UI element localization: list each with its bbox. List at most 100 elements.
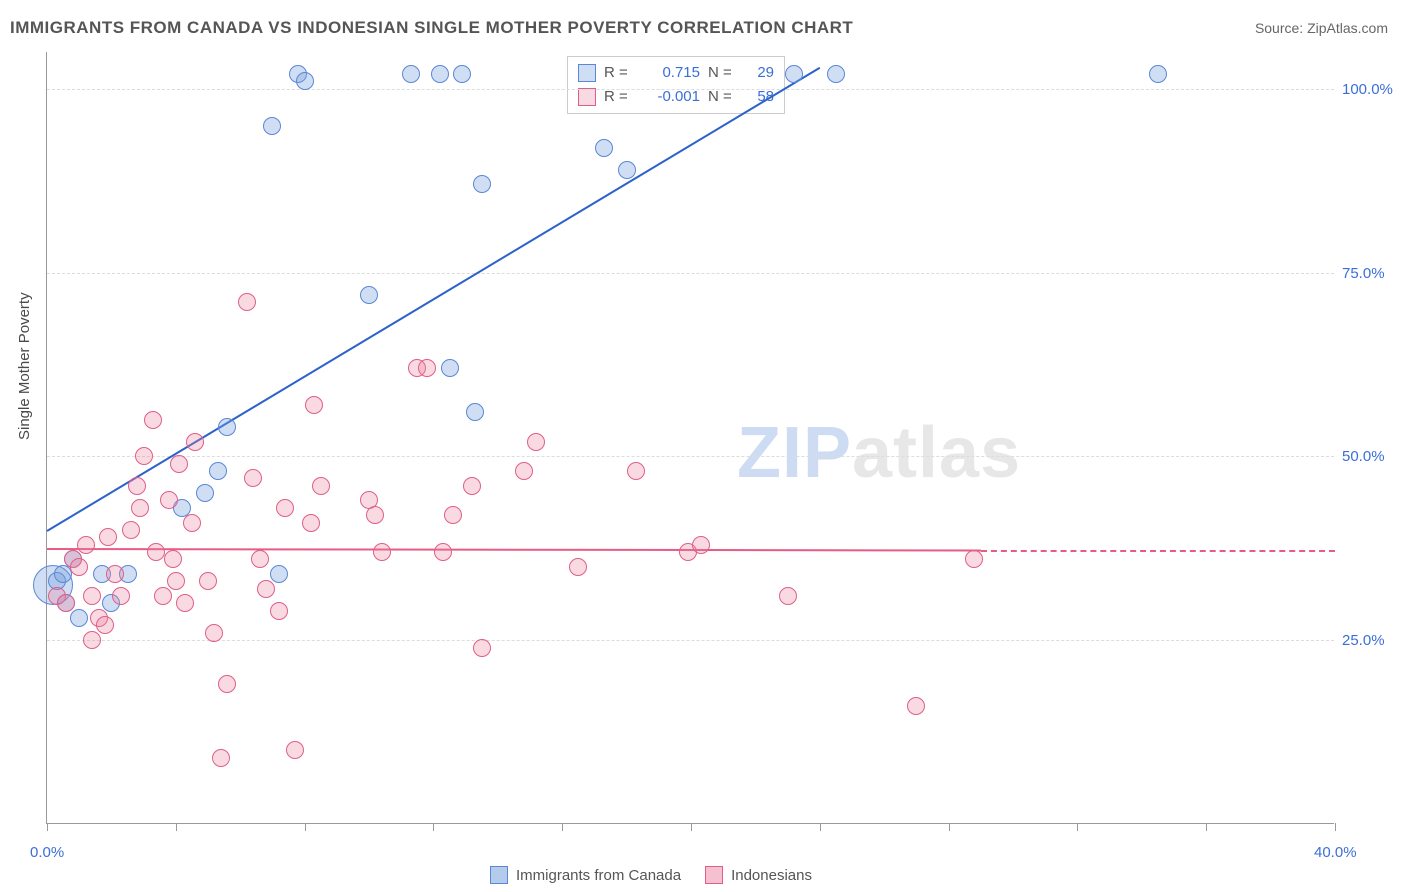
data-point bbox=[209, 462, 227, 480]
data-point bbox=[244, 469, 262, 487]
data-point bbox=[312, 477, 330, 495]
data-point bbox=[263, 117, 281, 135]
x-tick bbox=[1335, 823, 1336, 831]
watermark-atlas: atlas bbox=[852, 413, 1021, 493]
data-point bbox=[205, 624, 223, 642]
n-label-1: N = bbox=[708, 61, 736, 85]
gridline-h bbox=[47, 456, 1334, 457]
stats-legend: R = 0.715 N = 29 R = -0.001 N = 58 bbox=[567, 56, 785, 114]
data-point bbox=[257, 580, 275, 598]
data-point bbox=[965, 550, 983, 568]
legend-item: Indonesians bbox=[705, 866, 812, 884]
data-point bbox=[57, 594, 75, 612]
data-point bbox=[218, 675, 236, 693]
swatch-series1 bbox=[578, 64, 596, 82]
data-point bbox=[70, 558, 88, 576]
data-point bbox=[466, 403, 484, 421]
data-point bbox=[170, 455, 188, 473]
data-point bbox=[692, 536, 710, 554]
y-tick-label: 100.0% bbox=[1342, 81, 1393, 98]
data-point bbox=[569, 558, 587, 576]
data-point bbox=[270, 602, 288, 620]
data-point bbox=[463, 477, 481, 495]
x-tick-label-min: 0.0% bbox=[30, 844, 64, 861]
data-point bbox=[1149, 65, 1167, 83]
data-point bbox=[238, 293, 256, 311]
x-tick bbox=[1206, 823, 1207, 831]
r-value-1: 0.715 bbox=[640, 61, 700, 85]
data-point bbox=[302, 514, 320, 532]
data-point bbox=[473, 639, 491, 657]
data-point bbox=[83, 631, 101, 649]
data-point bbox=[186, 433, 204, 451]
data-point bbox=[473, 175, 491, 193]
scatter-chart: ZIPatlas R = 0.715 N = 29 R = -0.001 N =… bbox=[46, 52, 1334, 824]
data-point bbox=[366, 506, 384, 524]
data-point bbox=[154, 587, 172, 605]
gridline-h bbox=[47, 273, 1334, 274]
data-point bbox=[785, 65, 803, 83]
data-point bbox=[907, 697, 925, 715]
data-point bbox=[164, 550, 182, 568]
data-point bbox=[595, 139, 613, 157]
gridline-h bbox=[47, 89, 1334, 90]
series-legend: Immigrants from Canada Indonesians bbox=[490, 866, 812, 884]
data-point bbox=[83, 587, 101, 605]
source-attribution: Source: ZipAtlas.com bbox=[1255, 20, 1388, 36]
data-point bbox=[199, 572, 217, 590]
trend-line bbox=[47, 548, 981, 551]
y-tick-label: 50.0% bbox=[1342, 448, 1385, 465]
data-point bbox=[444, 506, 462, 524]
data-point bbox=[183, 514, 201, 532]
legend-swatch bbox=[705, 866, 723, 884]
data-point bbox=[70, 609, 88, 627]
data-point bbox=[515, 462, 533, 480]
data-point bbox=[131, 499, 149, 517]
x-tick bbox=[305, 823, 306, 831]
data-point bbox=[296, 72, 314, 90]
data-point bbox=[135, 447, 153, 465]
data-point bbox=[418, 359, 436, 377]
data-point bbox=[128, 477, 146, 495]
trend-line bbox=[46, 67, 820, 532]
x-tick bbox=[1077, 823, 1078, 831]
data-point bbox=[441, 359, 459, 377]
legend-swatch bbox=[490, 866, 508, 884]
data-point bbox=[122, 521, 140, 539]
data-point bbox=[106, 565, 124, 583]
x-tick bbox=[949, 823, 950, 831]
data-point bbox=[402, 65, 420, 83]
x-tick bbox=[691, 823, 692, 831]
data-point bbox=[434, 543, 452, 561]
x-tick-label-max: 40.0% bbox=[1314, 844, 1357, 861]
data-point bbox=[112, 587, 130, 605]
data-point bbox=[431, 65, 449, 83]
data-point bbox=[144, 411, 162, 429]
data-point bbox=[167, 572, 185, 590]
y-tick-label: 25.0% bbox=[1342, 632, 1385, 649]
n-value-1: 29 bbox=[744, 61, 774, 85]
trend-line bbox=[981, 550, 1335, 552]
data-point bbox=[196, 484, 214, 502]
watermark: ZIPatlas bbox=[737, 412, 1021, 494]
legend-item: Immigrants from Canada bbox=[490, 866, 681, 884]
legend-label: Immigrants from Canada bbox=[516, 867, 681, 884]
data-point bbox=[779, 587, 797, 605]
r-label-1: R = bbox=[604, 61, 632, 85]
data-point bbox=[251, 550, 269, 568]
data-point bbox=[618, 161, 636, 179]
data-point bbox=[305, 396, 323, 414]
x-tick bbox=[562, 823, 563, 831]
x-tick bbox=[176, 823, 177, 831]
data-point bbox=[270, 565, 288, 583]
data-point bbox=[176, 594, 194, 612]
y-axis-title: Single Mother Poverty bbox=[16, 292, 33, 440]
stats-row-series1: R = 0.715 N = 29 bbox=[578, 61, 774, 85]
y-tick-label: 75.0% bbox=[1342, 265, 1385, 282]
data-point bbox=[212, 749, 230, 767]
x-tick bbox=[820, 823, 821, 831]
data-point bbox=[99, 528, 117, 546]
data-point bbox=[77, 536, 95, 554]
data-point bbox=[276, 499, 294, 517]
data-point bbox=[827, 65, 845, 83]
